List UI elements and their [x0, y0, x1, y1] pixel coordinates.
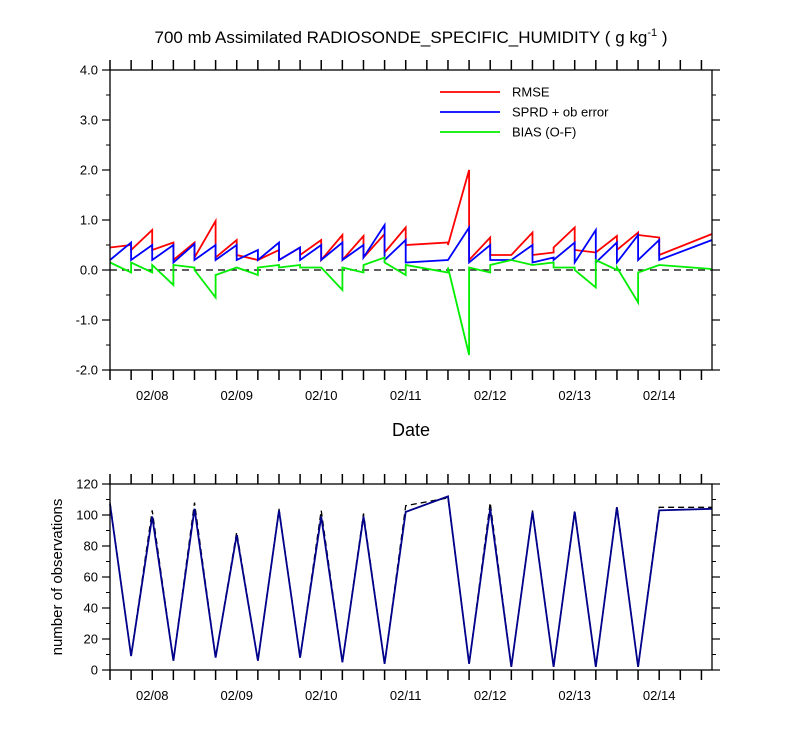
plot-frame: [109, 483, 713, 671]
x-tick-label: 02/14: [643, 388, 676, 403]
y-tick-label: 3.0: [80, 113, 98, 128]
x-tick-label: 02/09: [220, 388, 253, 403]
x-tick-label: 02/11: [390, 388, 422, 403]
y-tick-label: 60: [84, 570, 98, 585]
x-tick-label: 02/09: [220, 688, 253, 703]
y-tick-label: 1.0: [80, 213, 98, 228]
x-tick-label: 02/11: [390, 688, 422, 703]
top-axes-group: 4.0 3.0 2.0 1.0 0.0 -1.0 -2.0 02/08 02/09 02/10 02…: [76, 60, 720, 403]
bottom-series-group: [109, 495, 713, 668]
y-tick-label: 100: [76, 508, 98, 523]
y-tick-label: 40: [84, 601, 98, 616]
legend: RMSE SPRD + ob error BIAS (O-F): [440, 85, 609, 140]
y-tick-label: 4.0: [80, 63, 98, 78]
y-tick-label: -2.0: [76, 363, 98, 378]
top-series-group: [109, 169, 713, 356]
legend-label: SPRD + ob error: [512, 105, 609, 120]
y-tick-label: 2.0: [80, 163, 98, 178]
y-tick-label: 0.0: [80, 263, 98, 278]
y-tick-label: 120: [76, 477, 98, 492]
y-tick-label: 0: [91, 663, 98, 678]
legend-label: RMSE: [512, 85, 550, 100]
y-tick-label: 20: [84, 632, 98, 647]
legend-label: BIAS (O-F): [512, 125, 576, 140]
x-tick-label: 02/14: [643, 688, 676, 703]
y-tick-label: 80: [84, 539, 98, 554]
x-tick-label: 02/12: [474, 688, 507, 703]
x-tick-label: 02/08: [136, 388, 169, 403]
y-axis-label-observations: number of observations: [49, 499, 66, 656]
x-tick-label: 02/10: [305, 688, 338, 703]
series-line-rmse: [109, 169, 713, 263]
series-line-possible: [109, 497, 712, 667]
series-line-assimilated: [109, 495, 713, 668]
x-tick-label: 02/13: [558, 388, 591, 403]
x-tick-label: 02/08: [136, 688, 169, 703]
series-line-sprd: [109, 221, 713, 266]
chart-title: 700 mb Assimilated RADIOSONDE_SPECIFIC_H…: [155, 27, 668, 47]
series-line-bias: [109, 256, 713, 356]
x-tick-label: 02/13: [558, 688, 591, 703]
bottom-axes-group: 120 100 80 60 40 20 0 02/08 02/09 02/10 02/11 02/12…: [76, 474, 720, 703]
x-axis-label: Date: [392, 420, 430, 440]
plot-frame: [109, 69, 713, 371]
x-tick-label: 02/10: [305, 388, 338, 403]
y-tick-label: -1.0: [76, 313, 98, 328]
x-tick-label: 02/12: [474, 388, 507, 403]
